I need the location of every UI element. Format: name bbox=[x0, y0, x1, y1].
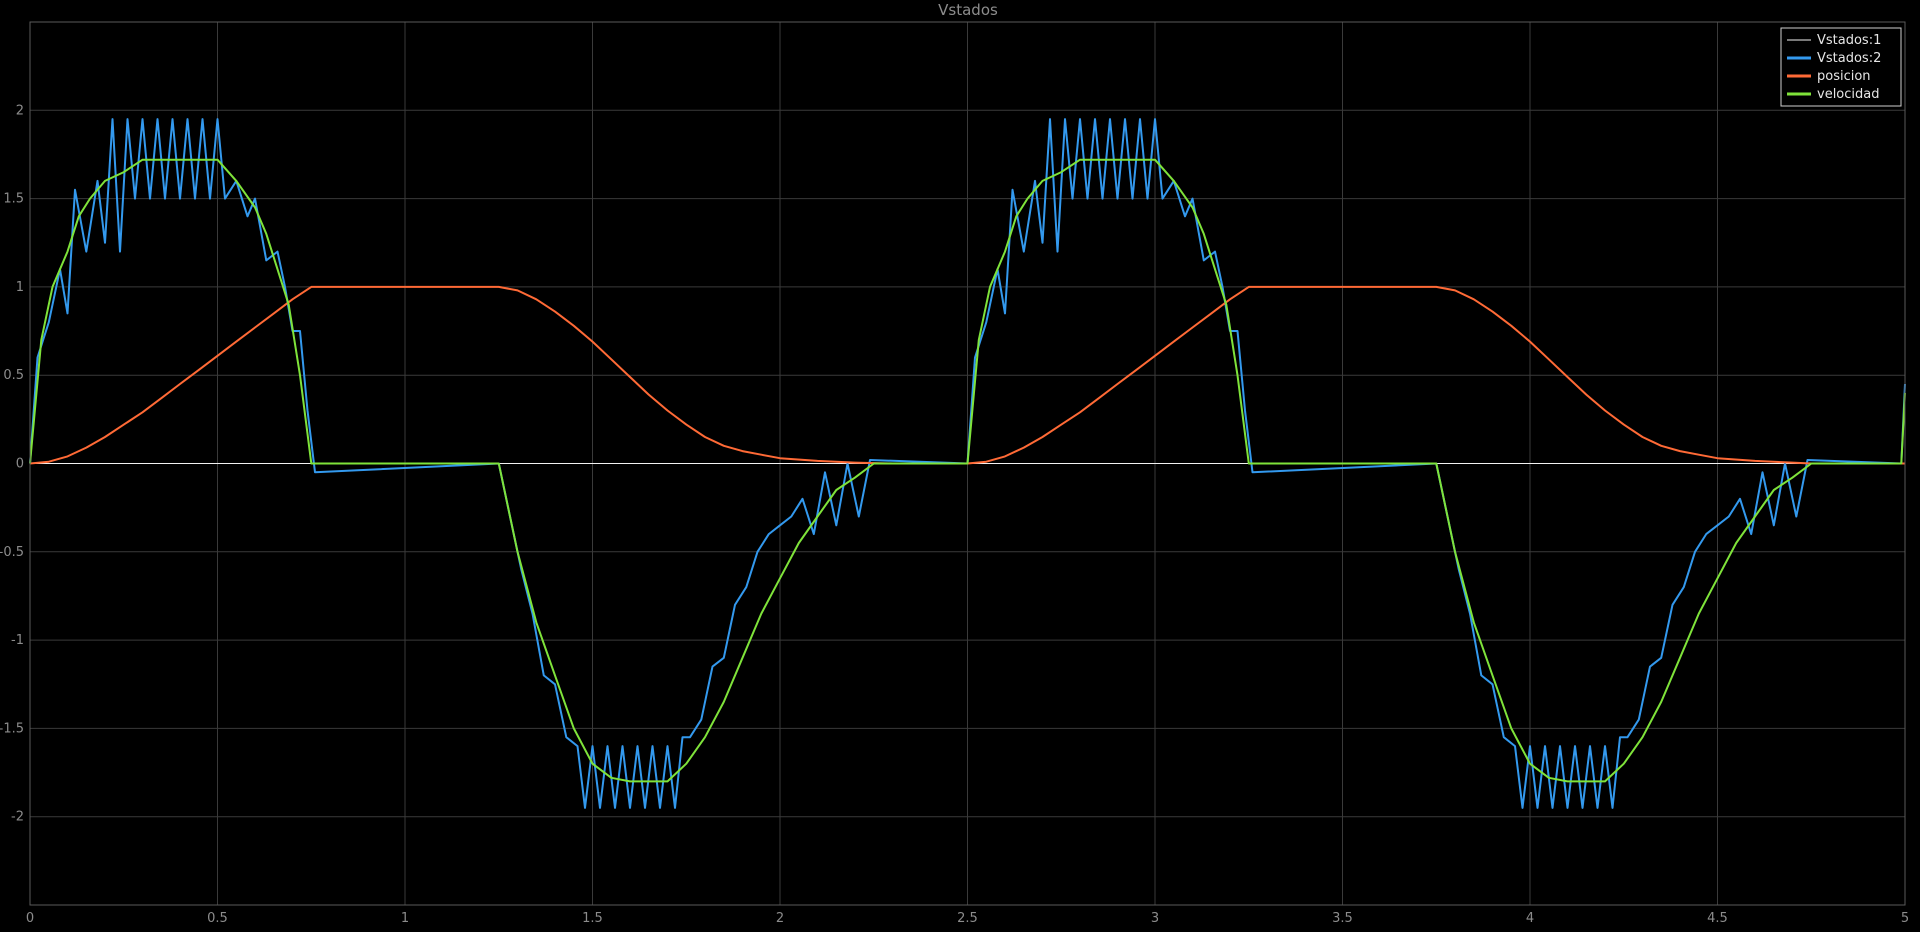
x-tick-label: 1 bbox=[401, 911, 409, 926]
series-line-velocidad bbox=[29, 158, 1906, 783]
legend-label: Vstados:2 bbox=[1817, 51, 1881, 66]
y-tick-label: -2 bbox=[11, 810, 24, 825]
plot-frame bbox=[29, 21, 1906, 906]
series-line-vstados-2 bbox=[29, 118, 1906, 809]
y-tick-label: 2 bbox=[16, 103, 24, 118]
y-tick-label: 0.5 bbox=[3, 368, 24, 383]
x-tick-label: 0 bbox=[26, 911, 34, 926]
y-tick-label: 1.5 bbox=[3, 192, 24, 207]
x-tick-label: 2.5 bbox=[957, 911, 978, 926]
x-tick-label: 2 bbox=[776, 911, 784, 926]
x-tick-label: 4 bbox=[1526, 911, 1534, 926]
x-tick-label: 3.5 bbox=[1332, 911, 1353, 926]
y-tick-label: -0.5 bbox=[0, 545, 24, 560]
x-tick-label: 1.5 bbox=[582, 911, 603, 926]
legend-label: Vstados:1 bbox=[1817, 33, 1881, 48]
x-tick-label: 0.5 bbox=[207, 911, 228, 926]
x-tick-label: 5 bbox=[1901, 911, 1909, 926]
legend-label: posicion bbox=[1817, 69, 1871, 84]
series bbox=[29, 118, 1906, 809]
y-tick-label: 0 bbox=[16, 457, 24, 472]
x-tick-label: 3 bbox=[1151, 911, 1159, 926]
legend-label: velocidad bbox=[1817, 87, 1880, 102]
x-tick-label: 4.5 bbox=[1707, 911, 1728, 926]
legend[interactable]: Vstados:1 Vstados:2 posicion velocidad bbox=[1780, 27, 1902, 107]
tick-labels: 0 0.5 1 1.5 2 2.5 3 3.5 4 4.5 5 2 1.5 1 0.5 0 -0.5 -1 -1.5… bbox=[0, 103, 1909, 926]
y-tick-label: -1 bbox=[11, 633, 24, 648]
chart-title: Vstados bbox=[938, 1, 998, 19]
y-tick-label: 1 bbox=[16, 280, 24, 295]
y-tick-label: -1.5 bbox=[0, 721, 24, 736]
